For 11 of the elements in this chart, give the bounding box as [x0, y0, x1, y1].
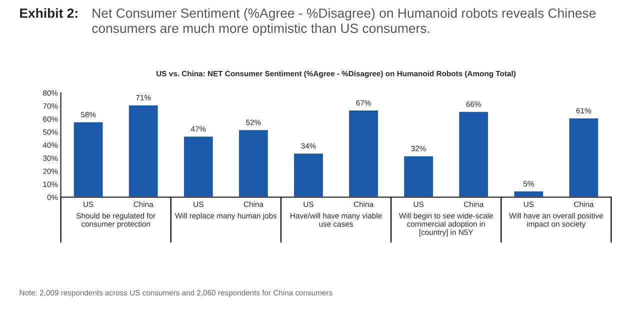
bar: [238, 128, 270, 198]
bar: [458, 110, 490, 198]
bar: [348, 109, 380, 198]
bar: [568, 116, 600, 198]
bar: [128, 104, 160, 198]
chart-subtitle: Exhibit 2: Net Consumer Sentiment (%Agree - %Disagree) on Humanoid robots reveals Chinese consumers are much more optimistic than US consumers.: [20, 8, 596, 36]
bar: [402, 154, 434, 198]
bar: [512, 190, 544, 198]
bar: [72, 120, 104, 198]
bar: [292, 152, 324, 198]
bar: [182, 135, 214, 198]
